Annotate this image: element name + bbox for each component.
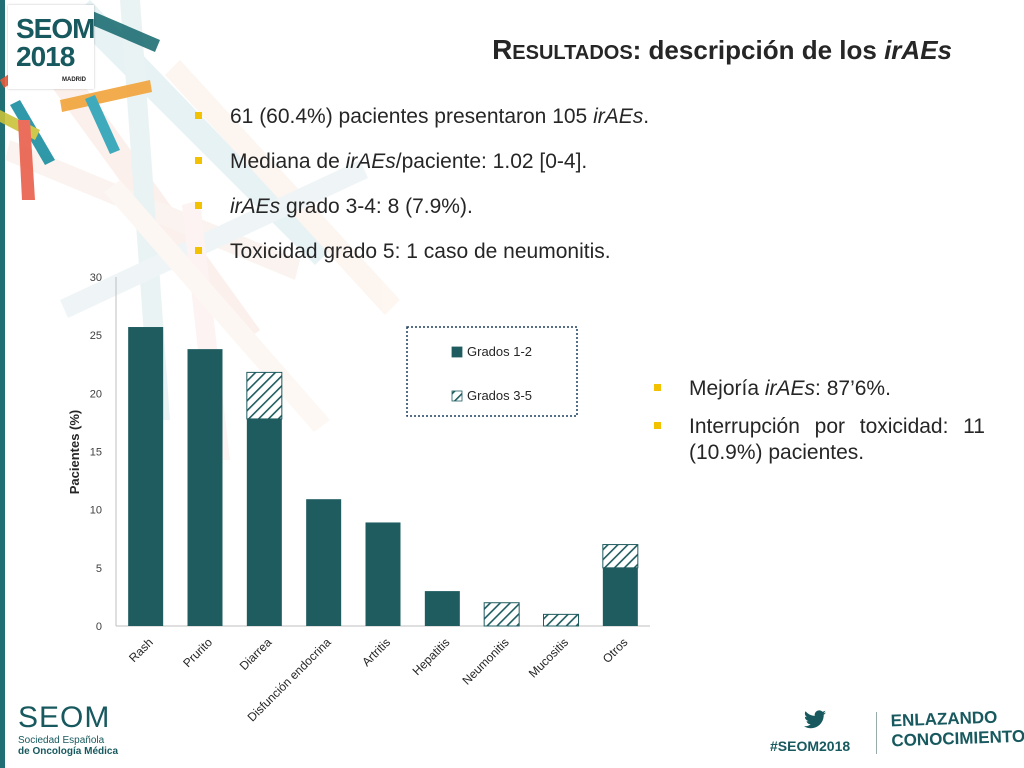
legend-label: Grados 3-5	[467, 388, 532, 403]
bar-diarrea-grados-3-5	[246, 371, 283, 420]
bullet-text-end: : 87’6%.	[815, 377, 891, 400]
bullet-text: Mediana de	[230, 150, 346, 173]
outcome-bullet-list: Mejoría irAEs: 87’6%. Interrupción por t…	[652, 376, 985, 478]
bullet-text-end: grado 3-4: 8 (7.9%).	[280, 195, 473, 218]
twitter-bird-icon	[804, 710, 826, 729]
bullet-text: 61 (60.4%) pacientes presentaron 105	[230, 105, 594, 128]
slide-title: RESULTADOS: descripción de los irAEs	[492, 34, 952, 66]
bar-artritis-grados-1-2	[365, 522, 401, 626]
seom-wordmark: SEOM	[18, 701, 111, 734]
left-accent-bar	[0, 0, 5, 768]
bullet-marker	[195, 247, 202, 254]
legend-box	[406, 326, 578, 417]
bullet-item: Toxicidad grado 5: 1 caso de neumonitis.	[193, 239, 713, 265]
seom-subtitle-2: de Oncología Médica	[18, 746, 119, 757]
x-tick-label: Mucositis	[526, 635, 571, 680]
title-smallcaps: ESULTADOS	[512, 42, 633, 64]
y-tick-label: 0	[96, 621, 102, 633]
bullet-emphasis: irAEs	[345, 150, 396, 173]
y-tick-label: 5	[96, 563, 102, 575]
x-tick-label: Artritis	[359, 635, 393, 669]
bullet-marker	[195, 112, 202, 119]
x-tick-label: Prurito	[180, 635, 215, 670]
results-bullet-list: 61 (60.4%) pacientes presentaron 105 irA…	[193, 104, 713, 284]
bullet-emphasis: irAEs	[593, 105, 644, 128]
x-tick-label: Rash	[126, 635, 156, 665]
logo-text-year: 2018	[16, 41, 75, 72]
y-tick-label: 10	[90, 505, 102, 517]
bullet-marker	[654, 384, 661, 391]
seom-2018-logo: SEOM 2018 MADRID	[8, 5, 95, 89]
bullet-item: Mediana de irAEs/paciente: 1.02 [0-4].	[193, 149, 713, 175]
bullet-text-end: /paciente: 1.02 [0-4].	[395, 150, 588, 173]
bar-neumonitis-grados-3-5	[483, 602, 520, 627]
footer-divider	[876, 712, 877, 754]
bullet-item: Interrupción por toxicidad: 11 (10.9%) p…	[652, 414, 985, 466]
legend-swatch	[451, 390, 463, 402]
title-italic: irAEs	[884, 35, 952, 65]
legend-label: Grados 1-2	[467, 344, 532, 359]
bullet-text: Mejoría	[689, 377, 765, 400]
bar-otros-grados-1-2	[602, 567, 638, 626]
bullet-marker	[195, 157, 202, 164]
bullet-text-end: .	[643, 105, 650, 128]
x-tick-label: Neumonitis	[459, 635, 511, 687]
seom-subtitle-1: Sociedad Española	[18, 735, 105, 746]
bar-rash-grados-1-2	[128, 327, 164, 626]
bar-mucositis-grados-3-5	[543, 613, 579, 627]
y-tick-label: 30	[90, 272, 102, 284]
bar-otros-grados-3-5	[602, 544, 639, 569]
bar-hepatitis-grados-1-2	[424, 591, 460, 626]
bullet-emphasis: irAEs	[764, 377, 816, 400]
bullet-marker	[654, 422, 661, 429]
tagline-line-2: CONOCIMIENTO	[891, 726, 1024, 751]
bullet-item: Mejoría irAEs: 87’6%.	[652, 376, 985, 402]
legend-swatch	[451, 346, 463, 358]
x-tick-label: Diarrea	[237, 635, 275, 673]
y-tick-label: 15	[90, 447, 102, 459]
x-tick-label: Otros	[600, 635, 631, 666]
bar-prurito-grados-1-2	[187, 349, 223, 626]
bullet-text: Toxicidad grado 5: 1 caso de neumonitis.	[230, 240, 611, 263]
bar-disfunción-endocrina-grados-1-2	[306, 499, 342, 626]
title-initial: R	[492, 34, 513, 65]
logo-text-seom: SEOM	[16, 13, 95, 44]
seom-society-logo: SEOM Sociedad Española de Oncología Médi…	[18, 701, 118, 757]
title-rest: : descripción de los	[632, 35, 885, 65]
bullet-item: 61 (60.4%) pacientes presentaron 105 irA…	[193, 104, 713, 130]
logo-text-city: MADRID	[62, 77, 86, 83]
x-tick-label: Hepatitis	[410, 635, 453, 678]
chart-legend: Grados 1-2 Grados 3-5	[406, 326, 578, 417]
bullet-emphasis: irAEs	[230, 195, 281, 218]
event-hashtag: #SEOM2018	[770, 738, 851, 754]
y-tick-label: 20	[90, 388, 102, 400]
y-axis-label: Pacientes (%)	[67, 410, 82, 495]
event-tagline: ENLAZANDO CONOCIMIENTO	[890, 707, 1024, 752]
bullet-text: Interrupción por toxicidad: 11 (10.9%) p…	[689, 415, 985, 464]
bar-diarrea-grados-1-2	[246, 418, 282, 626]
bullet-item: irAEs grado 3-4: 8 (7.9%).	[193, 194, 713, 220]
y-tick-label: 25	[90, 330, 102, 342]
bullet-marker	[195, 202, 202, 209]
